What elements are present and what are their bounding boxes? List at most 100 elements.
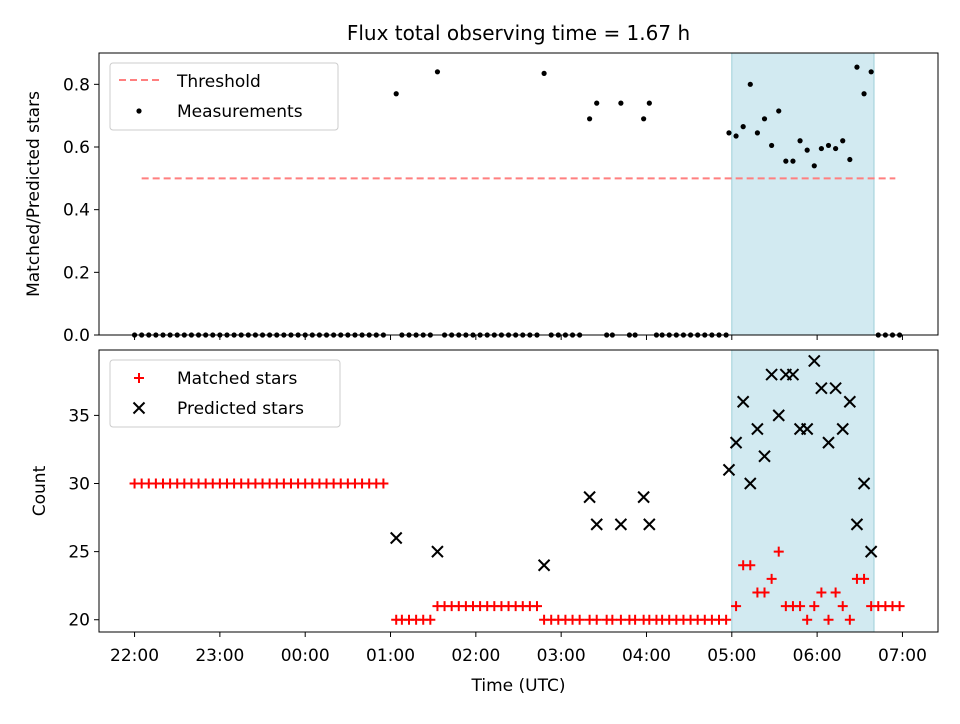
predicted-star-point bbox=[843, 395, 857, 408]
predicted-star-point bbox=[765, 368, 778, 381]
top-y-ticks: 0.0 0.2 0.4 0.6 0.8 bbox=[63, 75, 99, 346]
top-legend: Threshold Measurements bbox=[109, 62, 339, 131]
x-tick-label: 02:00 bbox=[451, 646, 500, 666]
predicted-star-point bbox=[815, 381, 828, 395]
predicted-star-point bbox=[643, 518, 656, 531]
predicted-star-point bbox=[431, 545, 444, 558]
x-tick-label: 23:00 bbox=[195, 646, 244, 666]
matched-star-point bbox=[823, 614, 834, 625]
x-tick-label: 05:00 bbox=[707, 646, 756, 666]
predicted-star-point bbox=[829, 381, 842, 395]
top-y-tick-label: 0.6 bbox=[63, 138, 90, 158]
legend-plus-marker bbox=[134, 373, 144, 383]
predicted-star-point bbox=[758, 450, 771, 463]
measurement-point bbox=[646, 100, 652, 106]
top-y-axis-label: Matched/Predicted stars bbox=[24, 91, 44, 297]
matched-star-point bbox=[630, 614, 641, 625]
legend-measurements-swatch bbox=[136, 108, 142, 114]
top-y-tick-label: 0.4 bbox=[63, 201, 90, 221]
matched-star-point bbox=[721, 614, 732, 625]
matched-star-point bbox=[795, 601, 806, 612]
matched-star-point bbox=[859, 573, 870, 584]
x-tick-label: 03:00 bbox=[537, 646, 586, 666]
top-y-tick-label: 0.2 bbox=[63, 263, 90, 283]
bottom-x-ticks: 22:00 23:00 00:00 01:00 02:00 03:00 04:00 05:00… bbox=[110, 632, 927, 666]
matched-star-point bbox=[802, 614, 813, 625]
star-count-panel: 20 25 30 35 22:00 23:00 00:00 01:00 02:00 03:00 0… bbox=[30, 349, 939, 696]
predicted-star-point bbox=[736, 395, 750, 408]
bottom-y-tick-label: 20 bbox=[68, 611, 90, 631]
bottom-axes-frame bbox=[98, 349, 939, 633]
x-tick-label: 22:00 bbox=[110, 646, 159, 666]
legend-matched-label: Matched stars bbox=[177, 369, 297, 389]
measurement-point bbox=[733, 133, 739, 139]
predicted-star-point bbox=[800, 422, 814, 436]
x-tick-label: 06:00 bbox=[793, 646, 842, 666]
legend-x-marker bbox=[132, 401, 146, 415]
matched-star-point bbox=[816, 587, 827, 598]
measurement-point bbox=[393, 91, 399, 97]
predicted-star-point bbox=[583, 490, 596, 504]
measurement-point bbox=[754, 130, 761, 136]
x-tick-label: 04:00 bbox=[622, 646, 671, 666]
bottom-y-tick-label: 35 bbox=[68, 406, 90, 426]
matched-star-point bbox=[766, 573, 777, 584]
predicted-star-point bbox=[751, 422, 764, 436]
predicted-star-point bbox=[637, 490, 650, 504]
measurement-point bbox=[434, 69, 441, 75]
measurement-point bbox=[818, 145, 824, 152]
matched-star-point bbox=[531, 601, 542, 612]
matched-star-point bbox=[894, 601, 905, 612]
bottom-legend: Matched stars Predicted stars bbox=[109, 359, 341, 428]
measurement-point bbox=[833, 145, 839, 152]
predicted-star-point bbox=[864, 545, 878, 558]
legend-measurements-label: Measurements bbox=[177, 102, 303, 122]
measurement-point bbox=[587, 116, 593, 122]
measurement-point bbox=[747, 81, 753, 87]
bottom-y-ticks: 20 25 30 35 bbox=[68, 406, 99, 631]
matched-star-point bbox=[837, 601, 848, 612]
matched-star-point bbox=[731, 601, 742, 612]
predicted-star-point bbox=[389, 531, 403, 545]
measurement-point bbox=[811, 163, 817, 169]
measurement-point bbox=[776, 108, 782, 114]
matched-star-point bbox=[844, 614, 855, 625]
matched-star-point bbox=[607, 614, 618, 625]
predicted-star-point bbox=[590, 518, 603, 531]
measurement-point bbox=[840, 138, 846, 144]
measurement-point bbox=[797, 138, 803, 144]
measurement-point bbox=[541, 70, 547, 76]
chart-title: Flux total observing time = 1.67 h bbox=[347, 21, 690, 45]
measurement-point bbox=[769, 142, 775, 149]
bottom-legend-box bbox=[109, 359, 341, 428]
measurement-point bbox=[641, 116, 647, 122]
matched-star-point bbox=[830, 587, 841, 598]
measurement-point bbox=[868, 69, 874, 75]
measurement-point bbox=[847, 156, 853, 163]
x-tick-label: 07:00 bbox=[878, 646, 927, 666]
matched-star-point bbox=[591, 614, 602, 625]
top-axes-frame bbox=[98, 52, 939, 336]
matched-star-point bbox=[615, 614, 626, 625]
matched-star-point bbox=[809, 601, 820, 612]
top-x-ticks bbox=[134, 335, 903, 340]
matched-star-point bbox=[745, 560, 756, 571]
predicted-star-point bbox=[744, 477, 757, 490]
predicted-star-point bbox=[729, 436, 743, 449]
legend-threshold-label: Threshold bbox=[176, 72, 261, 92]
matched-star-point bbox=[759, 587, 770, 598]
matched-star-point bbox=[574, 614, 585, 625]
bottom-y-tick-label: 30 bbox=[68, 475, 90, 495]
legend-predicted-swatch bbox=[132, 401, 146, 415]
predicted-star-point bbox=[786, 368, 800, 381]
measurement-point bbox=[618, 100, 624, 106]
bottom-y-axis-label: Count bbox=[30, 465, 50, 516]
top-y-tick-label: 0.8 bbox=[63, 75, 90, 95]
matched-star-point bbox=[773, 546, 784, 557]
measurement-point bbox=[783, 158, 789, 164]
measurement-point bbox=[761, 116, 768, 122]
predicted-star-point bbox=[857, 477, 871, 490]
matched-star-point bbox=[425, 614, 436, 625]
predicted-star-point bbox=[836, 422, 849, 436]
